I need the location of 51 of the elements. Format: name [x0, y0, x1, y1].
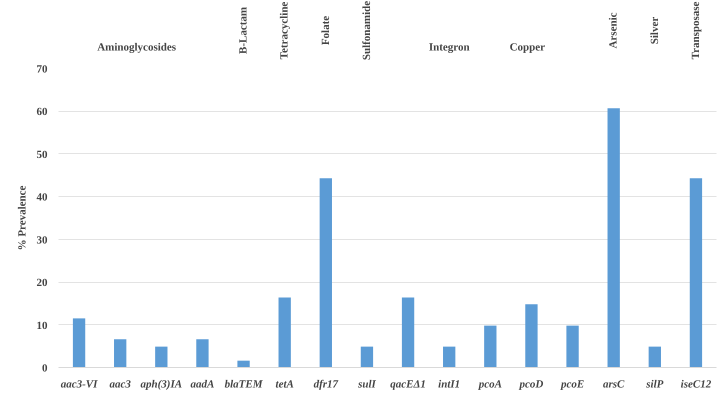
x-tick-label: dfr17: [314, 378, 339, 390]
text: Sulfonamide: [360, 0, 373, 60]
x-tick-label: sulI: [357, 378, 377, 390]
y-tick-label: 70: [36, 64, 48, 76]
y-tick-label: 40: [36, 192, 48, 204]
bar: [648, 346, 661, 368]
text: Silver: [648, 16, 661, 44]
x-tick-label: qacEΔ1: [390, 378, 426, 390]
x-tick-label: tetA: [276, 378, 294, 390]
bar: [72, 318, 86, 368]
text: Folate: [320, 16, 332, 46]
text: Transposase: [690, 1, 702, 60]
x-tick-label: silP: [645, 378, 664, 390]
bar: [443, 346, 456, 368]
text: Integron: [428, 41, 470, 54]
x-tick-label: aac3-VI: [60, 378, 98, 390]
text: Arsenic: [608, 12, 620, 49]
y-tick-label: 10: [36, 320, 48, 332]
y-tick-label: 30: [36, 234, 48, 246]
x-tick-label: blaTEM: [224, 378, 264, 390]
x-tick-label: pcoE: [560, 378, 584, 390]
bar: [402, 297, 414, 368]
x-tick-label: pcoA: [478, 378, 502, 390]
bar: [155, 346, 168, 368]
x-tick-label: iseC12: [680, 378, 712, 390]
bar: [484, 326, 496, 368]
bar: [114, 339, 126, 368]
x-tick-label: arsC: [602, 378, 626, 390]
bar: [360, 346, 374, 368]
bar: [278, 297, 291, 368]
x-tick-label: aac3: [109, 378, 132, 390]
x-tick-label: aadA: [190, 378, 214, 390]
bar: [690, 178, 702, 368]
y-tick-label: 0: [42, 362, 48, 374]
bar: [320, 178, 332, 368]
y-tick-label: 60: [36, 106, 48, 118]
bar: [525, 304, 538, 368]
text: Copper: [510, 41, 546, 54]
y-axis-title: % Prevalence: [16, 185, 28, 250]
x-tick-label: intI1: [438, 378, 460, 390]
bar: [608, 108, 620, 368]
y-tick-label: 50: [36, 148, 48, 161]
text: Aminoglycosides: [97, 41, 177, 54]
x-tick-label: pcoD: [518, 378, 544, 390]
bar: [237, 360, 250, 368]
text: B-Lactam: [238, 6, 250, 54]
text: Tetracycline: [278, 2, 291, 60]
x-tick-label: aph(3)IA: [140, 378, 182, 390]
y-tick-label: 20: [36, 277, 48, 290]
bar: [196, 339, 209, 368]
bar: [566, 326, 579, 368]
